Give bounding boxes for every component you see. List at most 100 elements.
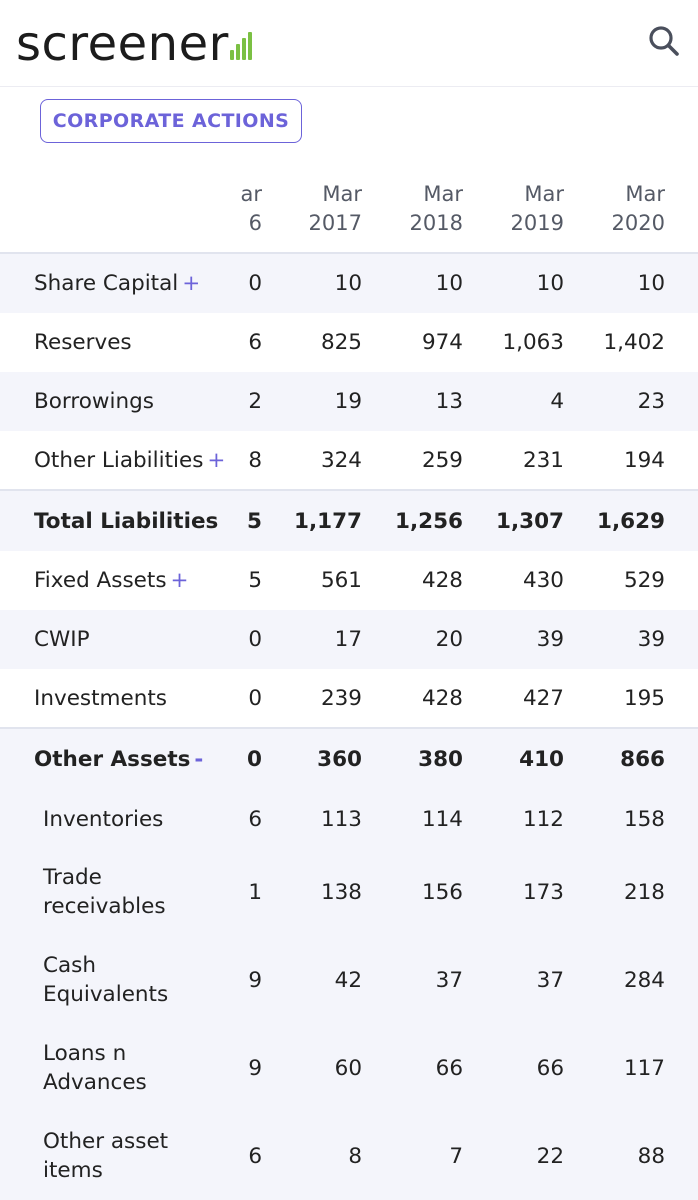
column-header-line1: Mar: [322, 182, 362, 206]
value-cell: 561: [320, 568, 362, 593]
value-cell: 194: [623, 447, 665, 473]
value-cell: 427: [522, 685, 564, 711]
column-header: Mar 2020: [585, 180, 665, 238]
collapse-toggle[interactable]: -: [194, 747, 204, 772]
row-padding: [665, 936, 698, 1024]
value-cell: 0: [248, 271, 262, 296]
row-padding: [665, 313, 698, 372]
row-padding: [665, 372, 698, 431]
value-cell: 2: [248, 389, 262, 414]
column-header: Mar 2018: [383, 180, 463, 238]
value-cell: 1,063: [502, 330, 564, 355]
row-label: CWIP: [34, 627, 90, 652]
table-row-inventories: Inventories 6 113 114 112 158: [0, 790, 698, 848]
value-cell: 158: [623, 806, 665, 832]
value-cell: 529: [623, 568, 665, 593]
value-cell: 117: [623, 1055, 665, 1081]
value-cell: 0: [248, 627, 262, 652]
value-cell: 60: [334, 1055, 362, 1081]
balance-sheet-table: Share Capital +0 10 10 10 10 Reserves 6 825 974 1,…: [0, 254, 698, 1200]
row-label-cell: Share Capital +: [0, 254, 228, 313]
top-bar: screener: [0, 0, 698, 87]
value-cell: 1,629: [564, 489, 665, 551]
value-cell: 10: [637, 271, 665, 296]
row-label[interactable]: Other Assets: [34, 747, 191, 772]
value-cell: 113: [320, 806, 362, 832]
value-cell: 5: [228, 489, 262, 551]
column-header: Mar 2019: [484, 180, 564, 238]
row-label: Inventories: [43, 806, 164, 832]
row-label-cell: Inventories: [0, 790, 228, 848]
value-cell: 239: [320, 685, 362, 711]
column-header-line2: 2018: [409, 211, 463, 235]
expand-toggle[interactable]: +: [182, 271, 201, 296]
search-icon[interactable]: [647, 24, 681, 58]
value-cell: 37: [536, 967, 564, 993]
row-padding: [665, 1112, 698, 1200]
row-label-cell: Reserves: [0, 313, 228, 372]
column-header-line2: 2019: [510, 211, 564, 235]
row-label-cell: CWIP: [0, 610, 228, 669]
column-header-line2: 2020: [611, 211, 665, 235]
table-row-other-liabilities[interactable]: Other Liabilities +8 324 259 231 194: [0, 431, 698, 490]
row-label-cell: Trade receivables: [0, 848, 228, 936]
value-cell: 39: [536, 627, 564, 652]
column-header-line1: Mar: [524, 182, 564, 206]
value-cell: 66: [536, 1055, 564, 1081]
value-cell: 5: [248, 568, 262, 593]
row-padding: [665, 254, 698, 313]
row-padding: [665, 669, 698, 728]
expand-toggle[interactable]: +: [207, 447, 226, 473]
column-header-line1: ar: [240, 182, 262, 206]
table-row-investments: Investments 0 239 428 427 195: [0, 669, 698, 728]
value-cell: 195: [623, 685, 665, 711]
value-cell: 88: [637, 1143, 665, 1169]
column-header-line2: 2017: [308, 211, 362, 235]
value-cell: 8: [348, 1143, 362, 1169]
screener-logo[interactable]: screener: [16, 18, 252, 68]
table-row-share-capital[interactable]: Share Capital +0 10 10 10 10: [0, 254, 698, 313]
row-padding: [665, 431, 698, 490]
value-cell: 20: [435, 627, 463, 652]
value-cell: 23: [637, 389, 665, 414]
row-label: Loans n Advances: [43, 1041, 147, 1095]
value-cell: 138: [320, 879, 362, 905]
table-row-other-assets[interactable]: Other Assets -0 360 380 410 866: [0, 727, 698, 790]
row-label: Trade receivables: [43, 865, 166, 919]
value-cell: 10: [334, 271, 362, 296]
row-label[interactable]: Fixed Assets: [34, 568, 167, 593]
value-cell: 7: [449, 1143, 463, 1169]
value-cell: 114: [421, 806, 463, 832]
table-header: ar 6 Mar 2017 Mar 2018 Mar 2019 Mar 2020: [0, 176, 698, 254]
value-cell: 4: [550, 389, 564, 414]
logo-bars-icon: [229, 32, 252, 60]
row-label: Other asset items: [43, 1129, 169, 1183]
value-cell: 410: [463, 727, 564, 790]
row-label: Reserves: [34, 330, 132, 355]
column-header: ar 6: [228, 180, 262, 238]
table-row-fixed-assets[interactable]: Fixed Assets +5 561 428 430 529: [0, 551, 698, 610]
value-cell: 866: [564, 727, 665, 790]
row-padding: [665, 1024, 698, 1112]
value-cell: 324: [320, 447, 362, 473]
value-cell: 6: [248, 330, 262, 355]
row-padding: [665, 551, 698, 610]
value-cell: 37: [435, 967, 463, 993]
corporate-actions-button[interactable]: CORPORATE ACTIONS: [40, 99, 302, 143]
row-label[interactable]: Other Liabilities: [34, 447, 204, 473]
value-cell: 284: [623, 967, 665, 993]
value-cell: 112: [522, 806, 564, 832]
value-cell: 156: [421, 879, 463, 905]
table-row-borrowings: Borrowings 2 19 13 4 23: [0, 372, 698, 431]
value-cell: 6: [248, 806, 262, 832]
row-label: Total Liabilities: [34, 508, 219, 534]
expand-toggle[interactable]: +: [170, 568, 189, 593]
value-cell: 13: [435, 389, 463, 414]
row-label-cell: Other Assets -: [0, 727, 228, 790]
row-label: Borrowings: [34, 389, 154, 414]
row-padding: [665, 727, 698, 790]
row-label[interactable]: Share Capital: [34, 271, 179, 296]
value-cell: 1,256: [362, 489, 463, 551]
row-label: Cash Equivalents: [43, 953, 169, 1007]
table-row-total-liabilities: Total Liabilities 5 1,177 1,256 1,307 1,629: [0, 489, 698, 551]
